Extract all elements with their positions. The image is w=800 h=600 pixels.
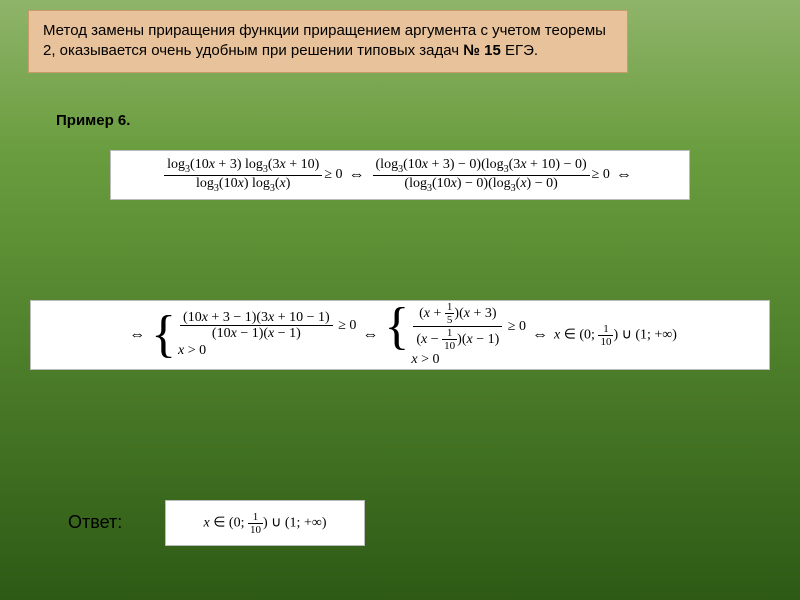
f1-left-den: log3(10x) log3(x) <box>164 176 322 194</box>
sys2-row1: (x + 15)(x + 3) (x − 110)(x − 1) ≥ 0 <box>411 301 526 352</box>
f2-imp0: ⇔ <box>129 326 145 344</box>
f2-imp1: ⇔ <box>362 326 378 344</box>
f1-right-num: (log3(10x + 3) − 0)(log3(3x + 10) − 0) <box>373 157 590 176</box>
sys1-num: (10x + 3 − 1)(3x + 10 − 1) <box>180 310 333 326</box>
sys1-den: (10x − 1)(x − 1) <box>180 326 333 341</box>
sys1-cond: x > 0 <box>178 343 356 360</box>
f1-imp: ⇔ <box>349 166 365 184</box>
f1-rel2: ≥ 0 <box>592 167 610 183</box>
f2-imp2: ⇔ <box>532 326 548 344</box>
sys2-rel: ≥ 0 <box>508 319 526 334</box>
answer-label: Ответ: <box>68 512 122 533</box>
sys2-body: (x + 15)(x + 3) (x − 110)(x − 1) ≥ 0 x >… <box>411 301 526 369</box>
f1-imp2: ⇔ <box>616 166 632 184</box>
formula-2: ⇔ { (10x + 3 − 1)(3x + 10 − 1) (10x − 1)… <box>30 300 770 370</box>
sys2-den: (x − 110)(x − 1) <box>413 327 502 352</box>
f1-right-den: (log3(10x) − 0)(log3(x) − 0) <box>373 176 590 194</box>
sys1-rel: ≥ 0 <box>338 318 356 333</box>
frac-right: (log3(10x + 3) − 0)(log3(3x + 10) − 0) (… <box>373 157 590 194</box>
header-tail: ЕГЭ. <box>501 42 538 59</box>
example-label: Пример 6. <box>56 112 130 129</box>
sys1: { (10x + 3 − 1)(3x + 10 − 1) (10x − 1)(x… <box>151 309 356 361</box>
formula-1: log3(10x + 3) log3(3x + 10) log3(10x) lo… <box>110 150 690 200</box>
sys1-body: (10x + 3 − 1)(3x + 10 − 1) (10x − 1)(x −… <box>178 309 356 361</box>
sys2-cond: x > 0 <box>411 352 526 369</box>
formula-3: x ∈ (0; 110) ∪ (1; +∞) <box>165 500 365 546</box>
f1-left-num: log3(10x + 3) log3(3x + 10) <box>164 157 322 176</box>
frac-left: log3(10x + 3) log3(3x + 10) log3(10x) lo… <box>164 157 322 194</box>
header-bold: № 15 <box>463 42 501 59</box>
f2-result: x ∈ (0; 110) ∪ (1; +∞) <box>554 323 677 348</box>
sys2: { (x + 15)(x + 3) (x − 110)(x − 1) ≥ 0 x… <box>384 301 526 369</box>
f3-content: x ∈ (0; 110) ∪ (1; +∞) <box>204 511 327 536</box>
header-box: Метод замены приращения функции приращен… <box>28 10 628 73</box>
sys2-num: (x + 15)(x + 3) <box>413 301 502 327</box>
sys1-row1: (10x + 3 − 1)(3x + 10 − 1) (10x − 1)(x −… <box>178 310 356 342</box>
f1-rel: ≥ 0 <box>324 167 342 183</box>
brace-icon-2: { <box>384 301 409 369</box>
brace-icon: { <box>151 309 176 361</box>
